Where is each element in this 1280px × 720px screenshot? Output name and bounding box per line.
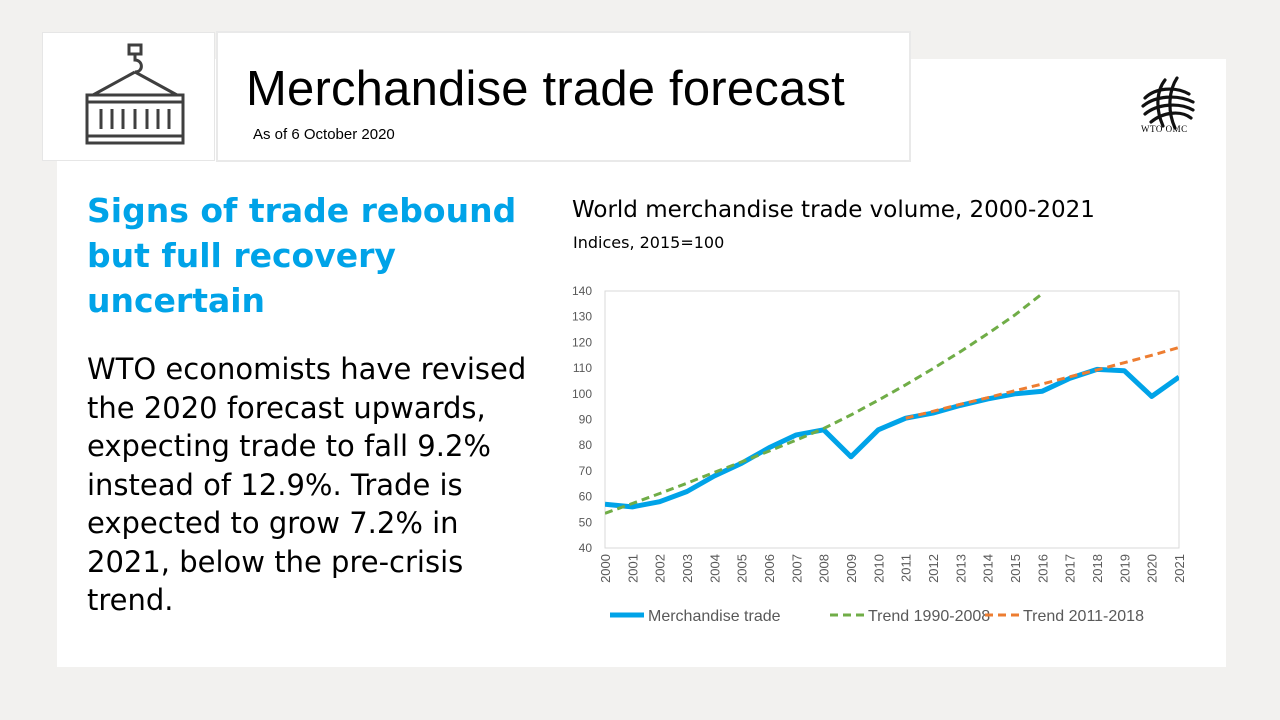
x-tick-label: 2013 [953,554,968,583]
merchandise-trade-line [605,366,1179,510]
x-tick-label: 2007 [789,554,804,583]
chart-subtitle: Indices, 2015=100 [573,233,725,252]
x-tick-label: 2018 [1090,554,1105,583]
x-tick-label: 2012 [926,554,941,583]
y-tick-label: 140 [572,284,592,298]
x-tick-label: 2019 [1117,554,1132,583]
y-tick-label: 50 [579,515,593,529]
x-tick-label: 2011 [899,554,914,582]
wto-logo-icon [1141,76,1195,130]
slide-background [57,59,1226,667]
legend-label: Merchandise trade [648,608,781,625]
headline: Signs of trade rebound but full recovery… [87,191,517,320]
plot-area [604,290,1180,549]
header-title-box: Merchandise trade forecast As of 6 Octob… [218,33,909,160]
y-tick-label: 80 [579,438,593,452]
x-tick-label: 2004 [707,554,722,583]
shipping-container-icon [85,43,185,145]
legend-label: Trend 1990-2008 [868,608,990,625]
trend-2011-2018-line [905,346,1179,420]
y-tick-label: 110 [573,361,592,375]
line-chart: 40 50 60 70 80 90 100 110 120 130 140 2000 2001 2002 2… [572,284,1187,625]
x-tick-label: 2008 [817,554,832,583]
y-tick-label: 70 [579,464,593,478]
header-icon-box [43,33,214,160]
chart-title: World merchandise trade volume, 2000-202… [572,197,1095,223]
as-of-date: As of 6 October 2020 [253,126,395,143]
x-tick-label: 2017 [1063,554,1078,583]
wto-logo-text: WTO OMC [1141,124,1188,134]
body-text: WTO economists have revised the 2020 for… [87,352,527,617]
x-tick-label: 2001 [625,554,640,583]
legend-label: Trend 2011-2018 [1023,608,1144,625]
y-tick-label: 40 [579,541,593,555]
x-tick-label: 2006 [762,554,777,583]
x-tick-label: 2002 [653,554,668,583]
x-tick-label: 2009 [844,554,859,583]
x-tick-label: 2015 [1008,554,1023,583]
x-tick-label: 2016 [1035,554,1050,583]
x-tick-label: 2014 [981,554,996,583]
page-title: Merchandise trade forecast [246,62,845,116]
x-tick-label: 2003 [680,554,695,583]
x-tick-label: 2010 [871,554,886,583]
y-tick-label: 60 [579,490,593,504]
x-tick-label: 2021 [1172,554,1187,583]
trend-1990-2008-line [605,292,1044,515]
y-tick-label: 90 [579,413,593,427]
y-tick-label: 100 [572,387,592,401]
y-tick-label: 120 [572,335,592,349]
x-tick-label: 2000 [598,554,613,583]
y-tick-label: 130 [572,310,592,324]
x-tick-label: 2005 [735,554,750,583]
x-tick-label: 2020 [1145,554,1160,583]
